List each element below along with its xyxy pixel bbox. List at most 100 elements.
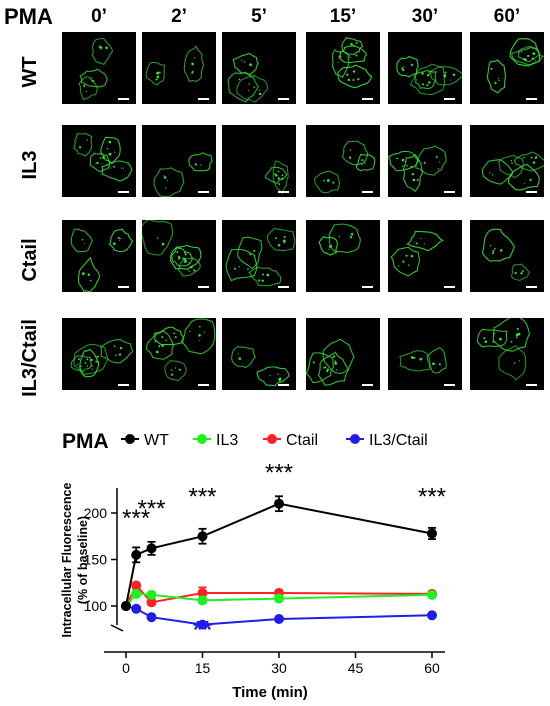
significance-marker: *** <box>137 496 165 523</box>
micrograph-panel <box>470 220 544 292</box>
data-point <box>197 587 208 598</box>
vesicle-dot <box>178 256 181 259</box>
vesicle-dot <box>489 244 492 247</box>
data-point <box>131 549 142 560</box>
cell-outline <box>317 351 350 386</box>
vesicle-dot <box>529 178 532 181</box>
micrograph-panel <box>222 32 296 104</box>
cell-outline <box>100 338 134 364</box>
micrograph-panel <box>306 318 380 390</box>
vesicle-dot <box>499 337 502 341</box>
vesicle-dot <box>349 56 351 59</box>
scale-bar <box>118 384 129 386</box>
cell-outline <box>409 63 446 96</box>
cell-outline <box>388 150 420 172</box>
significance-marker: *** <box>265 459 293 486</box>
cell-outline <box>154 326 185 346</box>
vesicle-dot <box>249 253 252 256</box>
micrograph-panel <box>62 220 136 292</box>
vesicle-dot <box>283 235 286 238</box>
vesicle-dot <box>156 75 160 79</box>
legend-marker <box>350 434 360 444</box>
y-axis-subtitle: (% of baseline) <box>76 516 90 604</box>
vesicle-dot <box>411 173 415 176</box>
data-point <box>131 580 142 591</box>
vesicle-dot <box>112 242 116 246</box>
micrograph-panel <box>306 220 380 292</box>
cell-outline <box>338 45 368 64</box>
vesicle-dot <box>95 360 98 363</box>
vesicle-dot <box>337 61 339 63</box>
vesicle-dot <box>113 345 116 348</box>
scale-bar <box>198 191 209 193</box>
data-point <box>146 543 157 554</box>
vesicle-dot <box>326 368 329 371</box>
vesicle-dot <box>332 181 335 184</box>
vesicle-dot <box>403 65 405 67</box>
x-tick-label: 30 <box>271 660 287 676</box>
vesicle-dot <box>523 156 525 159</box>
legend-marker <box>197 434 207 444</box>
vesicle-dot <box>241 59 243 62</box>
vesicle-dot <box>266 273 270 277</box>
vesicle-dot <box>483 337 486 340</box>
vesicle-dot <box>178 368 181 371</box>
vesicle-dot <box>258 279 261 282</box>
vesicle-dot <box>491 252 495 255</box>
vesicle-dot <box>253 249 256 253</box>
vesicle-dot <box>120 167 123 169</box>
cell-outline <box>328 223 361 253</box>
vesicle-dot <box>281 174 284 177</box>
vesicle-dot <box>423 161 426 164</box>
micrograph-panel <box>142 32 216 104</box>
micrograph-panel <box>142 318 216 390</box>
vesicle-dot <box>278 183 281 185</box>
vesicle-dot <box>166 180 168 182</box>
vesicle-dot <box>156 71 160 75</box>
vesicle-dot <box>323 179 325 182</box>
vesicle-dot <box>514 160 516 162</box>
scale-bar <box>526 191 537 193</box>
vesicle-dot <box>183 257 186 261</box>
vesicle-dot <box>91 77 93 79</box>
vesicle-dot <box>90 358 93 362</box>
scale-bar <box>278 98 289 100</box>
scale-bar <box>526 384 537 386</box>
time-column-header: 5’ <box>251 6 267 27</box>
cell-outline <box>164 360 187 382</box>
micrograph-panel <box>388 125 462 197</box>
vesicle-dot <box>348 156 352 159</box>
vesicle-dot <box>173 332 176 335</box>
vesicle-dot <box>334 362 338 365</box>
data-point <box>131 603 142 614</box>
scale-bar <box>198 98 209 100</box>
data-point <box>146 612 157 623</box>
vesicle-dot <box>198 334 201 337</box>
scale-bar <box>278 286 289 288</box>
vesicle-dot <box>426 74 430 77</box>
cell-outline <box>225 248 258 282</box>
x-tick-label: 45 <box>348 660 364 676</box>
y-tick-label: 150 <box>84 552 108 568</box>
vesicle-dot <box>108 140 112 144</box>
vesicle-dot <box>102 156 105 159</box>
x-tick-label: 60 <box>424 660 440 676</box>
vesicle-dot <box>357 78 360 81</box>
vesicle-dot <box>491 174 494 176</box>
vesicle-dot <box>80 365 82 368</box>
cell-outline <box>100 136 121 165</box>
cell-outline <box>481 159 514 185</box>
cell-outline <box>171 247 193 267</box>
time-column-header: 15’ <box>329 6 357 27</box>
vesicle-dot <box>348 55 351 57</box>
significance-marker: *** <box>418 484 446 511</box>
vesicle-dot <box>500 249 503 252</box>
vesicle-dot <box>82 272 85 276</box>
data-point <box>427 528 437 539</box>
cell-outline <box>73 343 109 375</box>
vesicle-dot <box>489 172 491 174</box>
cell-outline <box>236 75 269 103</box>
significance-marker: *** <box>188 484 216 511</box>
vesicle-dot <box>165 187 167 189</box>
vesicle-dot <box>188 270 190 272</box>
